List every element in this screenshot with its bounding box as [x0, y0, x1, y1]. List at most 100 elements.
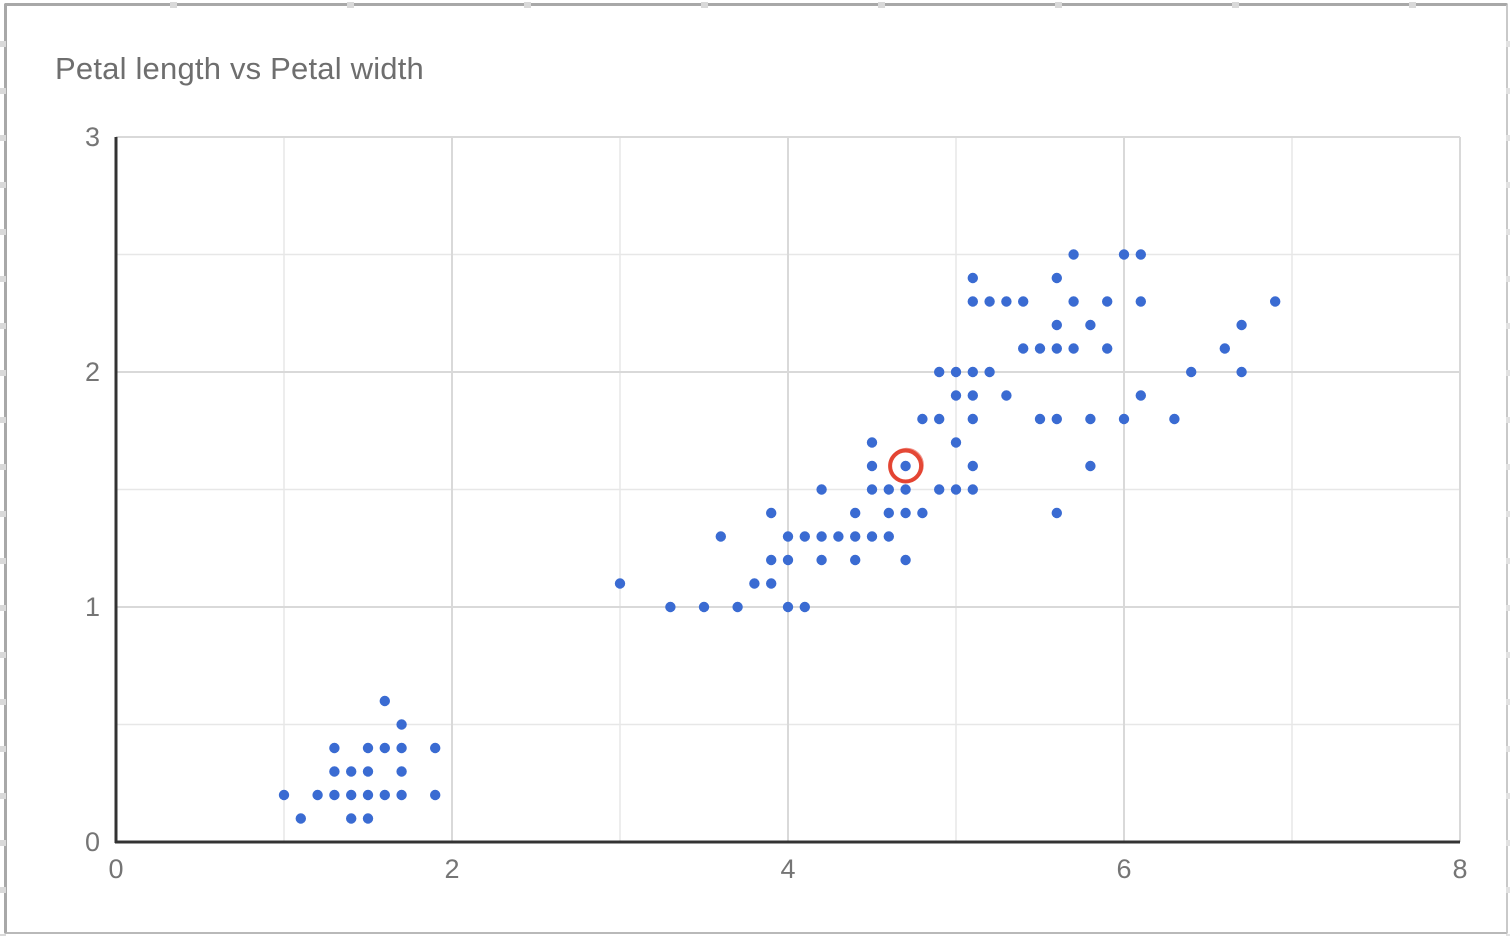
data-point[interactable] — [1034, 343, 1046, 354]
data-point[interactable] — [379, 695, 390, 707]
data-point[interactable] — [766, 554, 777, 566]
data-point[interactable] — [362, 813, 374, 824]
data-point[interactable] — [396, 719, 407, 730]
data-point[interactable] — [396, 742, 407, 754]
data-point[interactable] — [732, 601, 743, 613]
data-point[interactable] — [329, 766, 340, 777]
data-point[interactable] — [866, 460, 878, 472]
data-point[interactable] — [850, 531, 861, 542]
data-point[interactable] — [816, 531, 827, 542]
data-point[interactable] — [312, 789, 323, 801]
data-point[interactable] — [799, 531, 810, 542]
data-point[interactable] — [1118, 413, 1130, 425]
data-point[interactable] — [1068, 249, 1079, 260]
data-point[interactable] — [816, 484, 827, 495]
data-point[interactable] — [900, 507, 911, 519]
data-point[interactable] — [967, 413, 978, 425]
data-point[interactable] — [329, 789, 340, 801]
data-point[interactable] — [950, 484, 962, 495]
data-point[interactable] — [396, 789, 407, 801]
data-point[interactable] — [782, 554, 794, 566]
data-point[interactable] — [1219, 343, 1231, 354]
data-point[interactable] — [1102, 296, 1113, 307]
data-point[interactable] — [1236, 366, 1247, 378]
data-point[interactable] — [883, 507, 894, 519]
data-point[interactable] — [866, 437, 878, 448]
data-point[interactable] — [900, 484, 911, 495]
data-point[interactable] — [1051, 413, 1063, 425]
data-point[interactable] — [950, 437, 962, 448]
data-point[interactable] — [1085, 460, 1096, 472]
data-point[interactable] — [346, 766, 357, 777]
data-point[interactable] — [984, 296, 995, 307]
data-point[interactable] — [1236, 319, 1247, 331]
data-point[interactable] — [967, 272, 978, 284]
data-point[interactable] — [900, 554, 911, 566]
data-point[interactable] — [749, 578, 760, 589]
data-point[interactable] — [329, 742, 340, 754]
data-point[interactable] — [430, 742, 441, 754]
data-point[interactable] — [866, 484, 878, 495]
data-point[interactable] — [934, 484, 945, 495]
data-point[interactable] — [866, 531, 878, 542]
data-point[interactable] — [833, 531, 844, 542]
data-point[interactable] — [934, 366, 945, 378]
data-point[interactable] — [782, 531, 794, 542]
data-point[interactable] — [295, 813, 306, 824]
data-point[interactable] — [396, 766, 407, 777]
data-point[interactable] — [782, 601, 794, 613]
data-point[interactable] — [1051, 343, 1063, 354]
data-point[interactable] — [766, 507, 777, 519]
data-point[interactable] — [816, 554, 827, 566]
data-point[interactable] — [698, 601, 710, 613]
data-point[interactable] — [379, 742, 390, 754]
data-point[interactable] — [362, 766, 374, 777]
data-point[interactable] — [379, 789, 390, 801]
data-point[interactable] — [1135, 390, 1147, 401]
data-point[interactable] — [984, 366, 995, 378]
data-point[interactable] — [1186, 366, 1197, 378]
data-point[interactable] — [883, 531, 894, 542]
data-point[interactable] — [1001, 390, 1012, 401]
data-point[interactable] — [967, 390, 978, 401]
data-point[interactable] — [850, 554, 861, 566]
data-point[interactable] — [1102, 343, 1113, 354]
data-point[interactable] — [278, 789, 290, 801]
data-point[interactable] — [1135, 249, 1147, 260]
data-point[interactable] — [362, 789, 374, 801]
data-point[interactable] — [1051, 507, 1063, 519]
data-point[interactable] — [967, 460, 978, 472]
data-point[interactable] — [950, 366, 962, 378]
data-point[interactable] — [967, 366, 978, 378]
data-point[interactable] — [1001, 296, 1012, 307]
data-point[interactable] — [1034, 413, 1046, 425]
data-point[interactable] — [1135, 296, 1147, 307]
data-point[interactable] — [1085, 413, 1096, 425]
data-point[interactable] — [1068, 343, 1079, 354]
data-point[interactable] — [950, 390, 962, 401]
data-point[interactable] — [967, 296, 978, 307]
data-point[interactable] — [1169, 413, 1180, 425]
data-point[interactable] — [430, 789, 441, 801]
data-point[interactable] — [1018, 343, 1029, 354]
data-point[interactable] — [1270, 296, 1281, 307]
data-point[interactable] — [715, 531, 726, 542]
data-point[interactable] — [900, 460, 911, 472]
data-point[interactable] — [1051, 319, 1063, 331]
data-point[interactable] — [766, 578, 777, 589]
data-point[interactable] — [346, 789, 357, 801]
data-point[interactable] — [1118, 249, 1130, 260]
data-point[interactable] — [1018, 296, 1029, 307]
data-point[interactable] — [967, 484, 978, 495]
data-point[interactable] — [917, 507, 928, 519]
data-point[interactable] — [346, 813, 357, 824]
data-point[interactable] — [799, 601, 810, 613]
data-point[interactable] — [883, 484, 894, 495]
data-point[interactable] — [917, 413, 928, 425]
data-point[interactable] — [850, 507, 861, 519]
data-point[interactable] — [665, 601, 676, 613]
data-point[interactable] — [362, 742, 374, 754]
data-point[interactable] — [934, 413, 945, 425]
